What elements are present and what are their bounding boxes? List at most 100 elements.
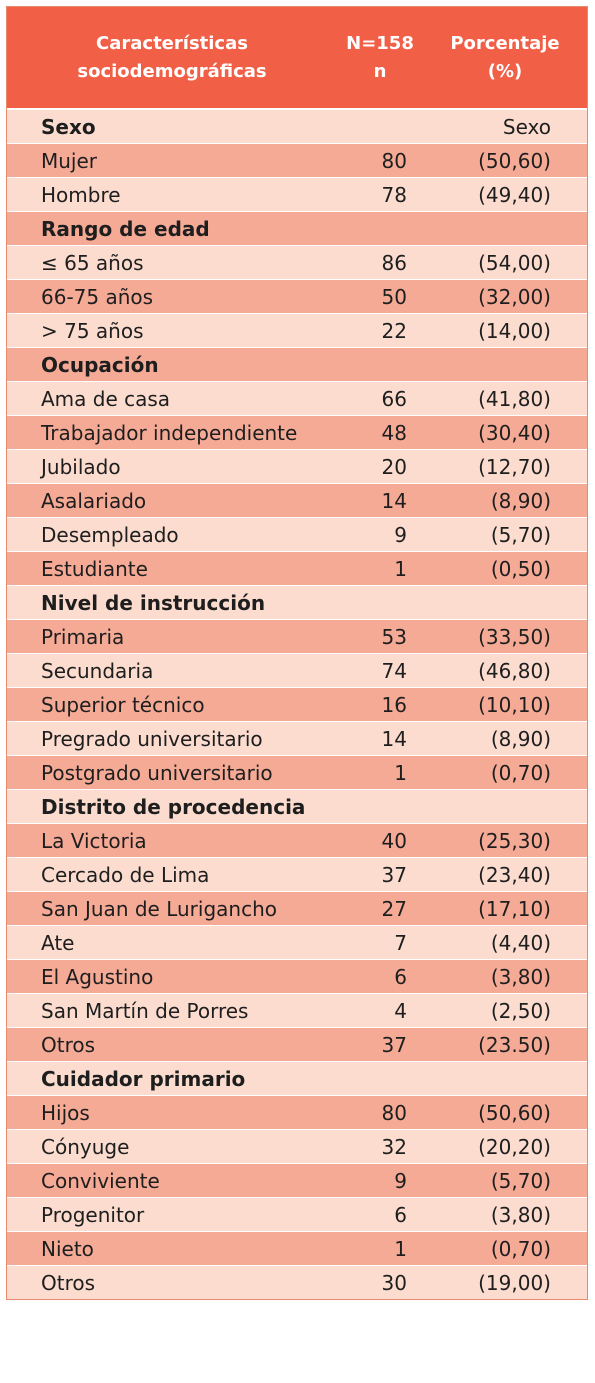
row-count: 6 [394, 1202, 407, 1227]
table-row: Cónyuge 32 (20,20) [7, 1129, 587, 1163]
row-percentage: (23.50) [478, 1032, 551, 1057]
row-label: Trabajador independiente [41, 420, 298, 445]
table-row: Otros 30 (19,00) [7, 1265, 587, 1299]
row-label: Asalariado [41, 488, 147, 513]
header-n-line1: N=158 [346, 32, 414, 54]
table-row: Secundaria 74 (46,80) [7, 653, 587, 687]
table-row: Pregrado universitario 14 (8,90) [7, 721, 587, 755]
row-count: 78 [381, 182, 407, 207]
table-row: Otros 37 (23.50) [7, 1027, 587, 1061]
row-count: 80 [381, 1100, 407, 1125]
table-row: Trabajador independiente 48 (30,40) [7, 415, 587, 449]
section-header-row: Sexo Sexo [7, 109, 587, 143]
section-title: Distrito de procedencia [41, 794, 306, 819]
row-count: 27 [381, 896, 407, 921]
row-label: Superior técnico [41, 692, 205, 717]
row-percentage: (49,40) [478, 182, 551, 207]
row-percentage: (32,00) [478, 284, 551, 309]
header-percentage: Porcentaje (%) [423, 7, 587, 108]
section-title: Sexo [41, 114, 96, 139]
section-title: Cuidador primario [41, 1066, 246, 1091]
row-count: 32 [381, 1134, 407, 1159]
section-header-row: Distrito de procedencia [7, 789, 587, 823]
row-count: 53 [381, 624, 407, 649]
row-percentage: (4,40) [490, 930, 551, 955]
row-label: El Agustino [41, 964, 154, 989]
row-count: 22 [381, 318, 407, 343]
row-label: Estudiante [41, 556, 148, 581]
row-percentage: (20,20) [478, 1134, 551, 1159]
row-count: 40 [381, 828, 407, 853]
row-label: Otros [41, 1270, 96, 1295]
row-count: 50 [381, 284, 407, 309]
row-percentage: Sexo [502, 114, 551, 139]
header-characteristics-line1: Características [96, 32, 248, 54]
row-percentage: (0,70) [490, 1236, 551, 1261]
row-count: 20 [381, 454, 407, 479]
row-percentage: (8,90) [490, 488, 551, 513]
row-percentage: (46,80) [478, 658, 551, 683]
row-label: Otros [41, 1032, 96, 1057]
section-header-row: Ocupación [7, 347, 587, 381]
header-n: N=158 n [337, 7, 423, 108]
table-row: La Victoria 40 (25,30) [7, 823, 587, 857]
section-title: Rango de edad [41, 216, 210, 241]
table-row: > 75 años 22 (14,00) [7, 313, 587, 347]
row-label: Conviviente [41, 1168, 160, 1193]
table-row: 66-75 años 50 (32,00) [7, 279, 587, 313]
row-label: Secundaria [41, 658, 154, 683]
section-title: Nivel de instrucción [41, 590, 266, 615]
row-label: Cercado de Lima [41, 862, 210, 887]
section-header-row: Cuidador primario [7, 1061, 587, 1095]
row-percentage: (5,70) [490, 1168, 551, 1193]
row-count: 74 [381, 658, 407, 683]
row-percentage: (50,60) [478, 1100, 551, 1125]
table-row: Postgrado universitario 1 (0,70) [7, 755, 587, 789]
row-count: 4 [394, 998, 407, 1023]
row-percentage: (12,70) [478, 454, 551, 479]
row-label: Postgrado universitario [41, 760, 273, 785]
table-row: Progenitor 6 (3,80) [7, 1197, 587, 1231]
row-count: 86 [381, 250, 407, 275]
table-row: San Martín de Porres 4 (2,50) [7, 993, 587, 1027]
table-row: Nieto 1 (0,70) [7, 1231, 587, 1265]
row-percentage: (50,60) [478, 148, 551, 173]
row-percentage: (17,10) [478, 896, 551, 921]
row-count: 14 [381, 488, 407, 513]
row-count: 16 [381, 692, 407, 717]
table-row: Asalariado 14 (8,90) [7, 483, 587, 517]
table-row: Ama de casa 66 (41,80) [7, 381, 587, 415]
table-row: Hijos 80 (50,60) [7, 1095, 587, 1129]
table-header: Características sociodemográficas N=158 … [7, 7, 587, 109]
row-percentage: (54,00) [478, 250, 551, 275]
table-row: ≤ 65 años 86 (54,00) [7, 245, 587, 279]
row-count: 1 [394, 760, 407, 785]
row-percentage: (0,50) [490, 556, 551, 581]
row-count: 48 [381, 420, 407, 445]
row-label: 66-75 años [41, 284, 154, 309]
row-label: Ate [41, 930, 75, 955]
row-count: 6 [394, 964, 407, 989]
row-count: 37 [381, 862, 407, 887]
row-label: La Victoria [41, 828, 147, 853]
row-count: 30 [381, 1270, 407, 1295]
row-label: Jubilado [41, 454, 121, 479]
header-characteristics-line2: sociodemográficas [77, 60, 267, 82]
table-row: Mujer 80 (50,60) [7, 143, 587, 177]
table-row: Cercado de Lima 37 (23,40) [7, 857, 587, 891]
row-count: 9 [394, 522, 407, 547]
row-count: 7 [394, 930, 407, 955]
table-row: Desempleado 9 (5,70) [7, 517, 587, 551]
table-row: Hombre 78 (49,40) [7, 177, 587, 211]
table-row: Ate 7 (4,40) [7, 925, 587, 959]
row-count: 14 [381, 726, 407, 751]
row-percentage: (33,50) [478, 624, 551, 649]
table-row: Conviviente 9 (5,70) [7, 1163, 587, 1197]
header-percentage-line1: Porcentaje [450, 32, 560, 54]
row-percentage: (3,80) [490, 1202, 551, 1227]
table-row: Superior técnico 16 (10,10) [7, 687, 587, 721]
row-label: ≤ 65 años [41, 250, 144, 275]
row-count: 66 [381, 386, 407, 411]
row-label: San Martín de Porres [41, 998, 249, 1023]
row-count: 37 [381, 1032, 407, 1057]
